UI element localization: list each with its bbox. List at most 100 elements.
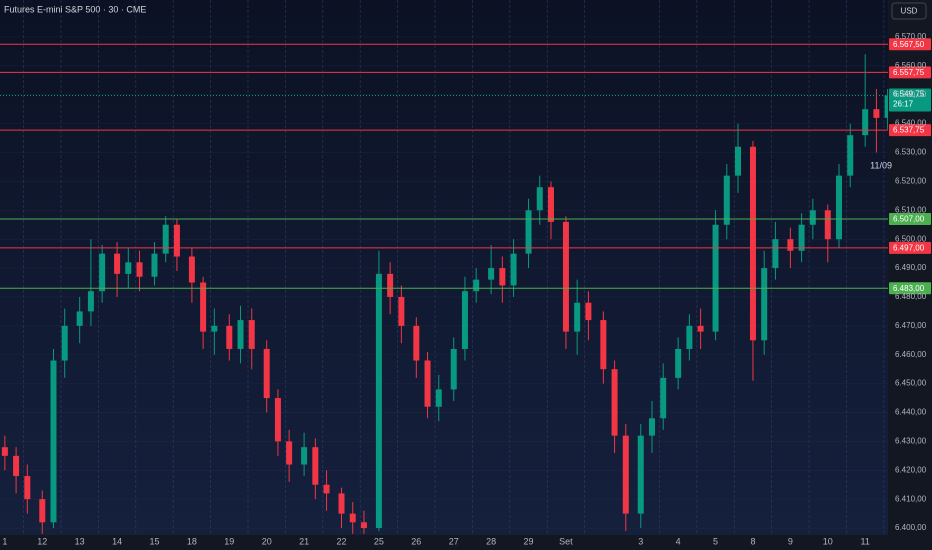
candle-body [136, 262, 143, 277]
candle-body [151, 253, 158, 277]
price-level-label: 6.497,00 [893, 243, 925, 252]
axes: 6.400,00 6.410,00 6.420,00 6.430,00 6.440,00… [2, 32, 926, 546]
x-tick-label: 9 [788, 536, 793, 546]
y-tick-label: 6.440,00 [895, 408, 927, 417]
candle-body [323, 484, 330, 494]
x-tick-label: 21 [299, 536, 309, 546]
candle-body [13, 455, 20, 477]
candle-body [772, 239, 779, 269]
x-tick-label: 22 [337, 536, 347, 546]
candle-body [525, 210, 532, 254]
x-tick-label: 13 [75, 536, 85, 546]
x-tick-label: 29 [524, 536, 534, 546]
grid [0, 0, 888, 535]
y-tick-label: 6.450,00 [895, 379, 927, 388]
y-tick-label: 6.500,00 [895, 234, 927, 243]
candle-body [835, 175, 842, 240]
time-axis-background [0, 535, 888, 550]
y-tick-label: 6.410,00 [895, 494, 927, 503]
candle-body [162, 224, 169, 254]
x-tick-label: 28 [486, 536, 496, 546]
price-level-label: 6.483,00 [893, 284, 925, 293]
chart-title: Futures E-mini S&P 500 · 30 · CME [4, 4, 146, 14]
candle-body [499, 268, 506, 286]
currency-button[interactable] [891, 2, 927, 20]
price-level-tag [889, 282, 931, 295]
x-tick-label: 11 [861, 536, 870, 546]
y-tick-label: 6.480,00 [895, 292, 927, 301]
candle-body [862, 109, 869, 136]
x-tick-label: Set [559, 536, 573, 546]
x-tick-label: 25 [374, 536, 384, 546]
candle-body [248, 320, 255, 349]
candle-body [648, 418, 655, 436]
y-tick-label: 6.490,00 [895, 263, 927, 272]
candle-body [473, 279, 480, 292]
candle-body [847, 135, 854, 176]
price-level-label: 6.507,00 [893, 215, 925, 224]
candle-body [798, 224, 805, 251]
price-level-tag [889, 241, 931, 254]
x-tick-label: 27 [449, 536, 459, 546]
y-tick-label: 6.420,00 [895, 465, 927, 474]
last-price-label: 6.549,75 [893, 90, 925, 99]
candle-body [360, 522, 367, 529]
candle-body [173, 224, 180, 257]
candle-body [39, 499, 46, 523]
candle-body [226, 325, 233, 349]
candle-body [312, 447, 319, 485]
candle-body [349, 513, 356, 523]
candle-body [274, 398, 281, 442]
y-tick-label: 6.430,00 [895, 437, 927, 446]
y-tick-label: 6.570,00 [895, 32, 927, 41]
candles [1, 54, 888, 534]
candle-body [547, 187, 554, 222]
x-tick-label: 12 [37, 536, 47, 546]
candle-body [375, 273, 382, 529]
candle-body [884, 95, 888, 118]
candle-body [622, 435, 629, 514]
candle-body [263, 348, 270, 399]
candle-body [125, 262, 132, 274]
x-tick-label: 3 [638, 536, 643, 546]
price-level-label: 6.557,75 [893, 68, 925, 77]
candle-body [450, 348, 457, 390]
price-level-tag [889, 124, 931, 137]
candle-body [24, 476, 31, 500]
candle-body [536, 187, 543, 211]
last-price-tag [889, 88, 931, 112]
price-level-tag [889, 66, 931, 79]
x-tick-label: 26 [411, 536, 421, 546]
x-tick-label: 18 [187, 536, 197, 546]
candle-body [723, 175, 730, 225]
currency-label[interactable]: USD [901, 7, 918, 16]
candle-body [188, 256, 195, 283]
candle-body [488, 268, 495, 280]
candle-body [510, 253, 517, 286]
candle-body [338, 493, 345, 514]
price-level-tag [889, 212, 931, 225]
candle-body [99, 253, 106, 292]
price-level-label: 6.567,50 [893, 40, 925, 49]
candle-body [761, 268, 768, 341]
price-level-label: 6.537,75 [893, 126, 925, 135]
y-tick-label: 6.470,00 [895, 321, 927, 330]
y-tick-label: 6.540,00 [895, 119, 927, 128]
candle-body [211, 325, 218, 332]
candle-body [611, 369, 618, 436]
x-tick-label: 1 [2, 536, 7, 546]
candle-body [637, 435, 644, 514]
candle-body [735, 146, 742, 176]
candle-body [562, 221, 569, 332]
candle-body [787, 239, 794, 251]
y-tick-label: 6.560,00 [895, 61, 927, 70]
candle-body [686, 325, 693, 349]
x-tick-label: 4 [676, 536, 681, 546]
candle-body [286, 441, 293, 465]
x-tick-label: 8 [750, 536, 755, 546]
candle-body [1, 447, 8, 456]
y-tick-label: 6.520,00 [895, 177, 927, 186]
x-tick-label: 15 [149, 536, 159, 546]
